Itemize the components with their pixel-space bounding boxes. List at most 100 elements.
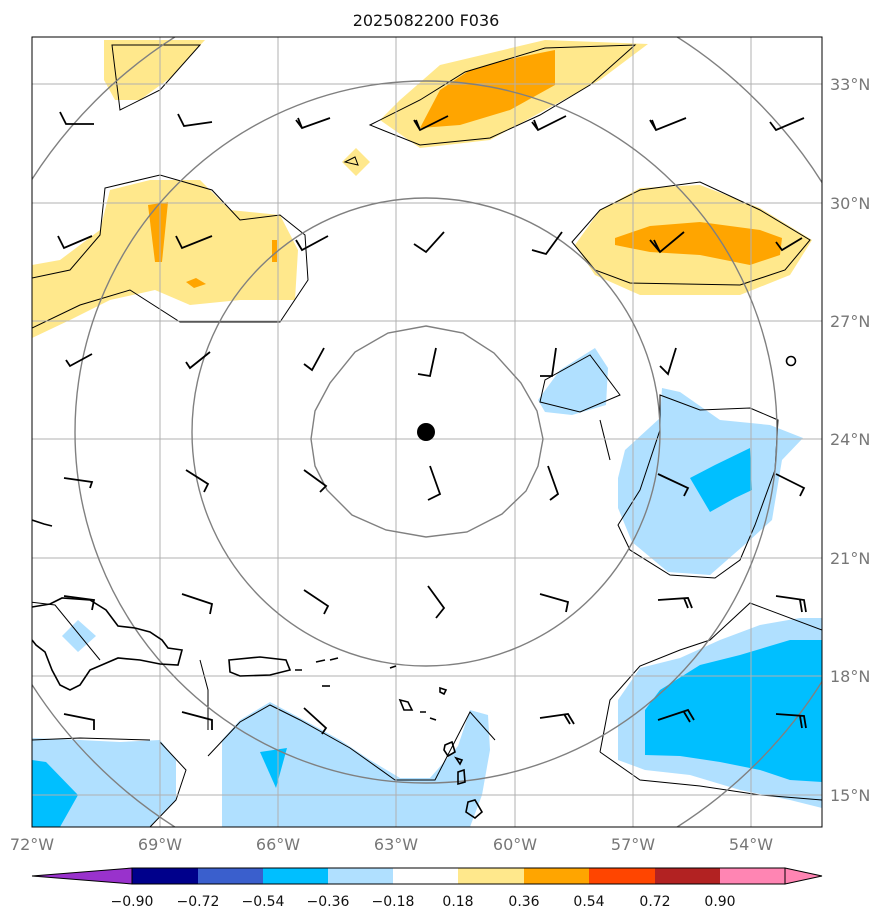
pos-area-small xyxy=(342,148,370,176)
range-ring-9deg xyxy=(74,80,778,784)
colorbar-tick-label: 0.54 xyxy=(573,894,604,910)
wind-barb xyxy=(295,117,331,130)
range-ring-3deg xyxy=(310,325,544,538)
lat-tick-label: 18°N xyxy=(830,667,870,686)
colorbar-tick-label: −0.54 xyxy=(242,894,285,910)
wind-barb xyxy=(413,231,445,254)
wind-barb xyxy=(531,115,567,132)
pos-strong-west-3 xyxy=(272,240,277,262)
antigua xyxy=(439,686,448,696)
lon-tick-label: 63°W xyxy=(374,835,418,854)
wind-barb xyxy=(775,595,807,613)
wind-barb xyxy=(775,713,807,729)
wind-barb xyxy=(657,708,695,723)
wind-barb xyxy=(547,465,560,501)
colorbar-outline xyxy=(131,867,786,885)
colorbar: −0.90 −0.72 −0.54 −0.36 −0.18 0.18 0.36 … xyxy=(31,867,823,910)
colorbar-segment xyxy=(458,868,524,884)
colorbar-tick-label: 0.72 xyxy=(639,894,670,910)
martinique xyxy=(457,768,466,786)
lon-tick-label: 66°W xyxy=(256,835,300,854)
colorbar-segment xyxy=(589,868,655,884)
colorbar-segment xyxy=(328,868,393,884)
neg-strong-south xyxy=(260,748,287,788)
wind-barb xyxy=(181,593,214,615)
wind-barb xyxy=(175,235,213,250)
neg-area-central-east xyxy=(538,348,608,415)
wind-barb xyxy=(185,469,210,493)
wind-barb xyxy=(531,231,563,256)
lat-tick-label: 24°N xyxy=(830,430,870,449)
guadeloupe xyxy=(443,740,456,758)
pos-strong-west-2 xyxy=(186,278,206,288)
colorbar-segment xyxy=(132,868,198,884)
montserrat-area xyxy=(398,698,414,711)
lon-tick-label: 72°W xyxy=(10,835,54,854)
bermuda xyxy=(785,355,797,367)
anguilla xyxy=(389,665,397,669)
storm-center-marker xyxy=(417,423,435,441)
lon-tick-label: 57°W xyxy=(611,835,655,854)
wind-barb xyxy=(295,235,329,252)
lat-tick-label: 33°N xyxy=(830,75,870,94)
wind-barb xyxy=(303,589,330,615)
saint-lucia xyxy=(465,799,484,820)
pos-area-west xyxy=(32,180,298,338)
wind-barb xyxy=(185,351,211,370)
pos-strong-east xyxy=(615,222,782,265)
wind-barb xyxy=(540,347,557,377)
colorbar-segment xyxy=(198,868,263,884)
wind-barb xyxy=(303,469,328,493)
colorbar-extend-max xyxy=(784,867,823,885)
wind-barb xyxy=(63,713,95,730)
puerto-rico-coast xyxy=(228,656,292,677)
wind-barb xyxy=(649,117,687,132)
wind-barb xyxy=(177,113,213,127)
coastlines xyxy=(32,355,797,820)
range-rings xyxy=(32,37,822,827)
colorbar-tick-label: 0.36 xyxy=(508,894,539,910)
map-frame xyxy=(31,36,823,828)
virgin-islands xyxy=(295,657,339,671)
colorbar-tick-label: −0.72 xyxy=(177,894,220,910)
lat-tick-label: 21°N xyxy=(830,549,870,568)
wind-barb xyxy=(59,111,94,125)
wind-barb xyxy=(427,585,446,619)
wind-barb xyxy=(303,707,328,735)
dominica xyxy=(454,756,464,766)
wind-barb xyxy=(65,353,93,368)
lat-tick-label: 30°N xyxy=(830,194,870,213)
lon-tick-label: 60°W xyxy=(493,835,537,854)
lon-tick-label: 54°W xyxy=(729,835,773,854)
lat-tick-label: 15°N xyxy=(830,786,870,805)
map-content xyxy=(32,37,822,827)
colorbar-segment xyxy=(524,868,589,884)
wind-barbs xyxy=(57,111,807,735)
wind-barb xyxy=(539,713,575,725)
wind-barb xyxy=(657,473,690,497)
wind-barb xyxy=(63,595,96,611)
wind-barb xyxy=(649,231,685,254)
pos-strong-west-1 xyxy=(148,202,168,262)
neg-area-hispaniola xyxy=(62,620,96,652)
wind-barb xyxy=(413,115,449,132)
lat-axis: 33°N 30°N 27°N 24°N 21°N 18°N 15°N xyxy=(830,75,870,805)
colorbar-segment xyxy=(655,868,720,884)
positive-strong-shading xyxy=(148,50,782,288)
colorbar-tick-label: 0.90 xyxy=(704,894,735,910)
colorbar-tick-label: −0.18 xyxy=(372,894,415,910)
lon-axis: 72°W 69°W 66°W 63°W 60°W 57°W 54°W xyxy=(10,835,773,854)
colorbar-tick-label: −0.90 xyxy=(111,894,154,910)
wind-barb xyxy=(539,593,570,613)
bahamas-fragment xyxy=(32,519,53,527)
saba-area xyxy=(420,711,437,721)
colorbar-extend-min xyxy=(31,867,133,885)
neg-strong-east xyxy=(690,448,752,512)
neg-area-south-center xyxy=(222,702,490,827)
colorbar-tick-label: 0.18 xyxy=(442,894,473,910)
range-ring-6deg xyxy=(191,197,661,667)
wind-barb xyxy=(657,597,693,609)
wind-barb xyxy=(427,465,442,501)
wind-barb xyxy=(181,711,213,730)
